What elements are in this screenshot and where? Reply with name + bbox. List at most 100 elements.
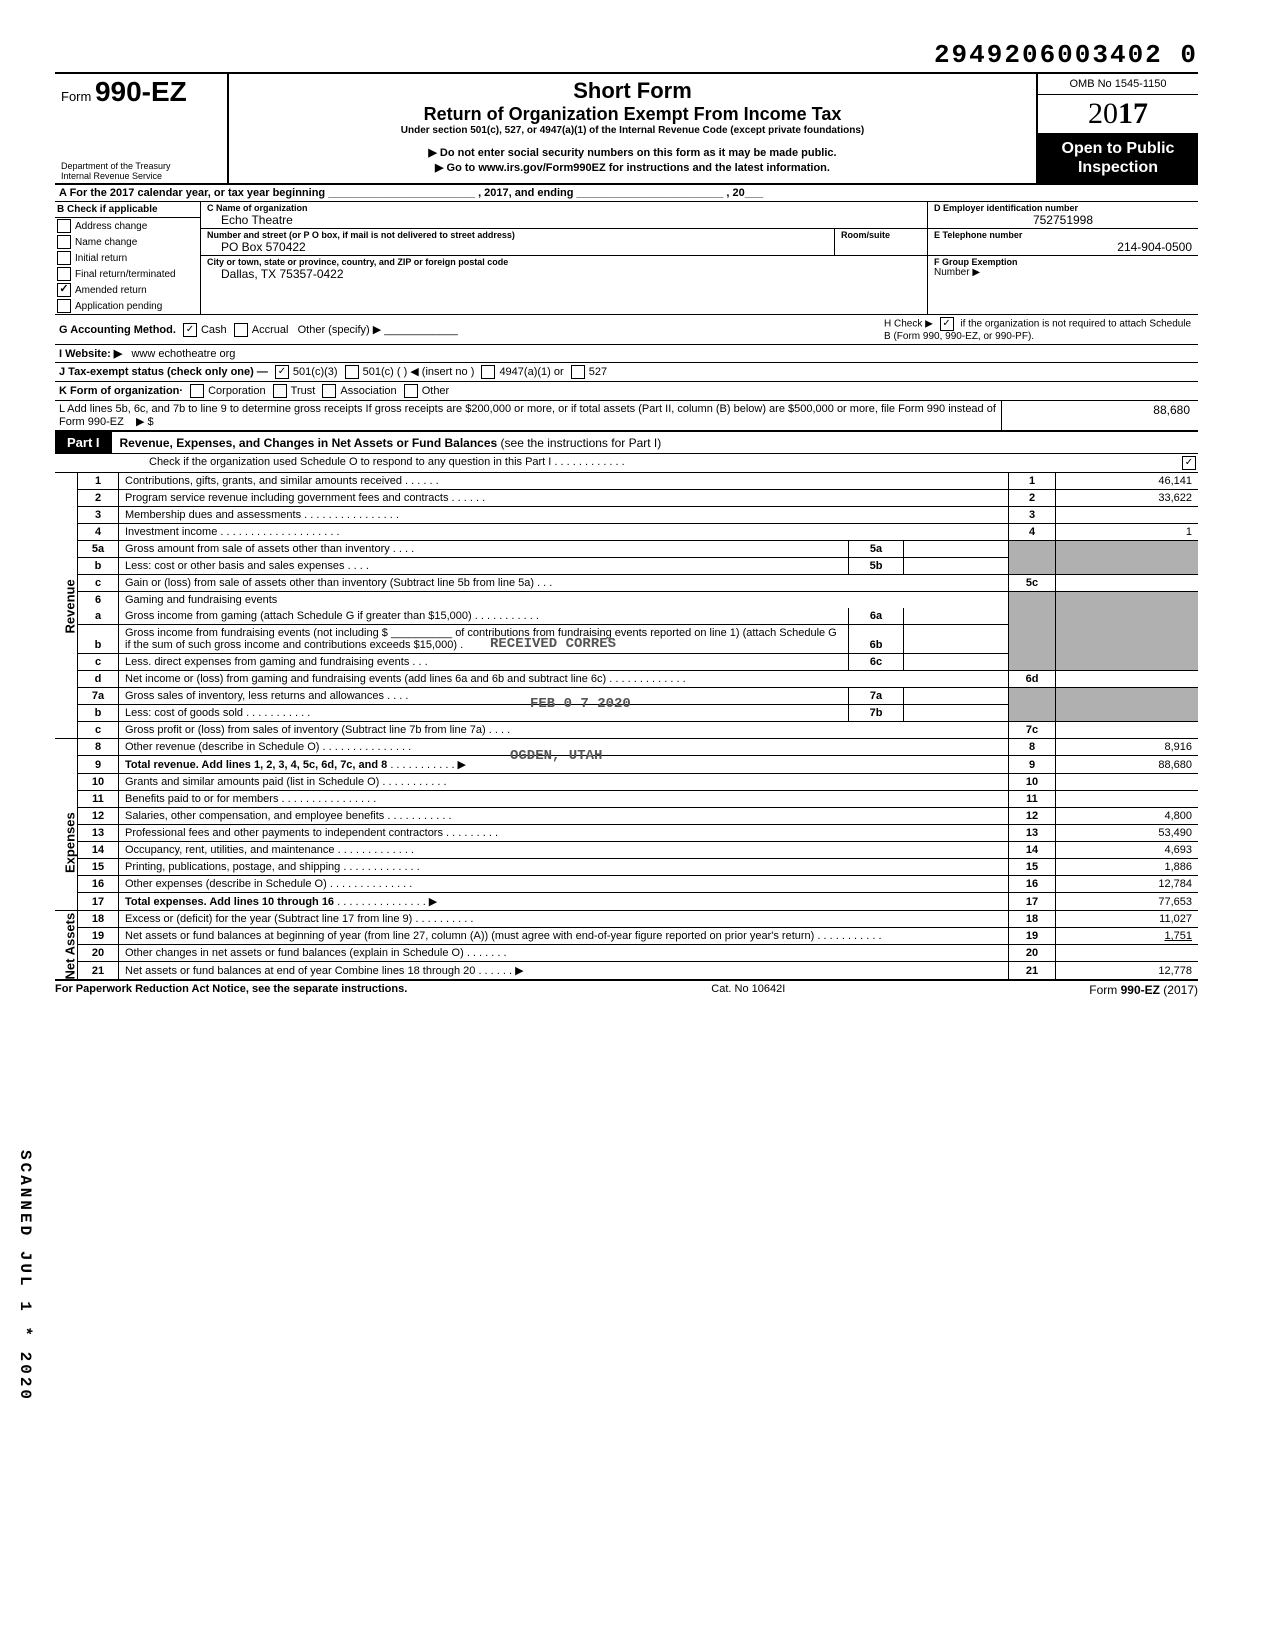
footer-center: Cat. No 10642I (711, 983, 785, 997)
row-g-accounting: G Accounting Method. ✓Cash Accrual Other… (55, 315, 1198, 345)
line2-amt: 33,622 (1056, 490, 1199, 507)
title-short-form: Short Form (237, 78, 1028, 104)
website-value: www echotheatre org (131, 348, 235, 360)
l-arrow: ▶ $ (136, 416, 154, 428)
line12-amt: 4,800 (1056, 808, 1199, 825)
h-label: H Check ▶ (884, 319, 933, 330)
line17-desc: Total expenses. Add lines 10 through 16 (125, 896, 334, 908)
department-label: Department of the Treasury Internal Reve… (61, 161, 221, 181)
chk-application-pending[interactable]: Application pending (55, 298, 200, 314)
line6c-box-amt (904, 654, 1009, 671)
chk-amended-return[interactable]: ✓Amended return (55, 282, 200, 298)
page-footer: For Paperwork Reduction Act Notice, see … (55, 981, 1198, 997)
footer-right: Form 990-EZ (2017) (1089, 983, 1198, 997)
line11-amt (1056, 791, 1199, 808)
chk-trust[interactable] (273, 384, 287, 398)
street-value: PO Box 570422 (207, 240, 828, 254)
netassets-side-label: Net Assets (55, 911, 78, 981)
line18-amt: 11,027 (1056, 911, 1199, 928)
city-label: City or town, state or province, country… (207, 257, 921, 267)
part1-tab: Part I (55, 432, 112, 453)
line5c-amt (1056, 575, 1199, 592)
row-j-tax-status: J Tax-exempt status (check only one) — ✓… (55, 363, 1198, 382)
line12-desc: Salaries, other compensation, and employ… (125, 810, 384, 822)
line20-desc: Other changes in net assets or fund bala… (125, 947, 464, 959)
line7c-desc: Gross profit or (loss) from sales of inv… (125, 724, 486, 736)
line3-amt (1056, 507, 1199, 524)
line6c-desc: Less. direct expenses from gaming and fu… (125, 656, 409, 668)
ssn-warning: ▶ Do not enter social security numbers o… (237, 146, 1028, 159)
chk-assoc[interactable] (322, 384, 336, 398)
chk-other-org[interactable] (404, 384, 418, 398)
line11-desc: Benefits paid to or for members (125, 793, 278, 805)
line15-amt: 1,886 (1056, 859, 1199, 876)
row-i-website: I Website: ▶ www echotheatre org (55, 345, 1198, 363)
line5b-box-amt (904, 558, 1009, 575)
line4-desc: Investment income (125, 526, 217, 538)
line7c-amt (1056, 722, 1199, 739)
line1-desc: Contributions, gifts, grants, and simila… (125, 475, 402, 487)
line19-amt: 1,751 (1056, 928, 1199, 945)
line10-desc: Grants and similar amounts paid (list in… (125, 776, 379, 788)
line6b-box-amt (904, 625, 1009, 654)
street-label: Number and street (or P O box, if mail i… (207, 230, 828, 240)
line6a-desc: Gross income from gaming (attach Schedul… (125, 610, 472, 622)
chk-cash[interactable]: ✓ (183, 323, 197, 337)
line3-desc: Membership dues and assessments (125, 509, 301, 521)
line6b-desc: Gross income from fundraising events (no… (125, 627, 837, 651)
line8-amt: 8,916 (1056, 739, 1199, 756)
chk-501c3[interactable]: ✓ (275, 365, 289, 379)
l-amount: 88,680 (1001, 401, 1198, 430)
row-l-gross-receipts: L Add lines 5b, 6c, and 7b to line 9 to … (55, 401, 1198, 432)
chk-4947[interactable] (481, 365, 495, 379)
line14-desc: Occupancy, rent, utilities, and maintena… (125, 844, 335, 856)
d-ein-label: D Employer identification number (934, 203, 1192, 213)
line4-amt: 1 (1056, 524, 1199, 541)
chk-accrual[interactable] (234, 323, 248, 337)
line7b-desc: Less: cost of goods sold (125, 707, 243, 719)
chk-address-change[interactable]: Address change (55, 218, 200, 234)
part1-lines-table: Revenue 1 Contributions, gifts, grants, … (55, 473, 1198, 981)
line7b-box-amt (904, 705, 1009, 722)
form-header: Form 990-EZ Department of the Treasury I… (55, 72, 1198, 185)
line16-amt: 12,784 (1056, 876, 1199, 893)
revenue-side-label: Revenue (55, 473, 78, 739)
room-label: Room/suite (841, 230, 921, 240)
line5a-box-amt (904, 541, 1009, 558)
line10-amt (1056, 774, 1199, 791)
chk-501c[interactable] (345, 365, 359, 379)
city-value: Dallas, TX 75357-0422 (207, 267, 921, 281)
line5b-desc: Less: cost or other basis and sales expe… (125, 560, 345, 572)
j-label: J Tax-exempt status (check only one) — (59, 366, 268, 378)
b-label: B Check if applicable (55, 202, 200, 218)
line13-amt: 53,490 (1056, 825, 1199, 842)
chk-corp[interactable] (190, 384, 204, 398)
section-b-through-f: B Check if applicable Address change Nam… (55, 202, 1198, 315)
part1-title: Revenue, Expenses, and Changes in Net As… (120, 436, 501, 450)
f-group-sub: Number ▶ (934, 267, 1192, 278)
part1-header: Part I Revenue, Expenses, and Changes in… (55, 432, 1198, 454)
line6-desc: Gaming and fundraising events (125, 594, 277, 606)
line19-desc: Net assets or fund balances at beginning… (125, 930, 814, 942)
row-a-calendar-year: A For the 2017 calendar year, or tax yea… (55, 185, 1198, 202)
stamp-location: OGDEN, UTAH (510, 748, 602, 764)
chk-final-return[interactable]: Final return/terminated (55, 266, 200, 282)
line9-amt: 88,680 (1056, 756, 1199, 774)
chk-initial-return[interactable]: Initial return (55, 250, 200, 266)
line15-desc: Printing, publications, postage, and shi… (125, 861, 340, 873)
chk-name-change[interactable]: Name change (55, 234, 200, 250)
chk-schedule-o[interactable]: ✓ (1182, 456, 1196, 470)
line6d-amt (1056, 671, 1199, 688)
chk-schedule-b[interactable]: ✓ (940, 317, 954, 331)
f-group-label: F Group Exemption (934, 257, 1192, 267)
c-name-label: C Name of organization (207, 203, 921, 213)
k-label: K Form of organization· (59, 385, 183, 397)
org-name: Echo Theatre (207, 213, 921, 227)
part1-paren: (see the instructions for Part I) (501, 436, 662, 450)
chk-527[interactable] (571, 365, 585, 379)
line2-desc: Program service revenue including govern… (125, 492, 448, 504)
line13-desc: Professional fees and other payments to … (125, 827, 443, 839)
line9-desc: Total revenue. Add lines 1, 2, 3, 4, 5c,… (125, 759, 387, 771)
tax-year: 2017 (1038, 95, 1198, 133)
stamp-received: RECEIVED CORRES (490, 636, 616, 652)
